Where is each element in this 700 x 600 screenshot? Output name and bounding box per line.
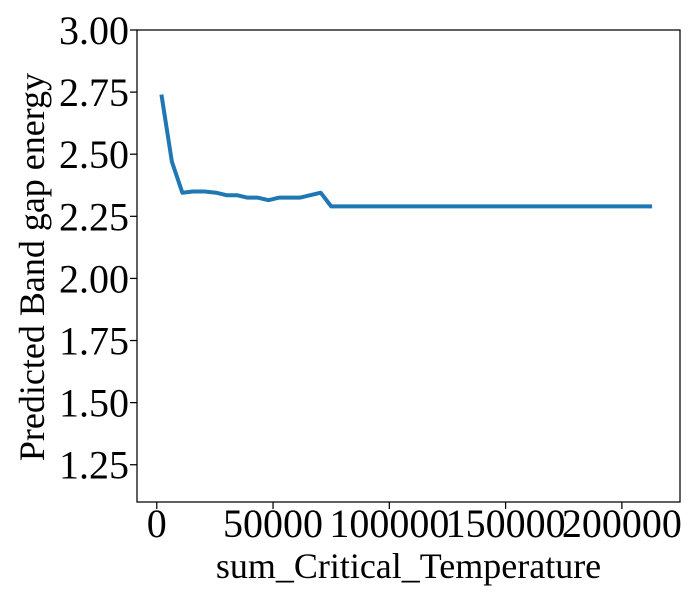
x-tick-label: 150000	[446, 501, 566, 546]
y-tick-label: 3.00	[59, 8, 129, 53]
x-tick-label: 0	[147, 501, 167, 546]
y-tick-label: 2.50	[59, 132, 129, 177]
y-tick-label: 2.25	[59, 194, 129, 239]
y-tick-label: 1.25	[59, 443, 129, 488]
y-tick-label: 1.75	[59, 319, 129, 364]
y-tick-label: 1.50	[59, 381, 129, 426]
x-tick-label: 50000	[223, 501, 323, 546]
y-tick-label: 2.75	[59, 70, 129, 115]
x-tick-label: 100000	[329, 501, 449, 546]
y-axis-ticks: 1.25 1.50 1.75 2.00 2.25 2.50 2.75 3.00	[59, 8, 137, 488]
plot-frame	[136, 29, 681, 503]
x-axis-label: sum_Critical_Temperature	[216, 546, 601, 586]
x-tick-label: 200000	[562, 501, 682, 546]
y-tick-label: 2.00	[59, 256, 129, 301]
series-line-0	[159, 94, 653, 209]
series-layer	[159, 94, 653, 209]
y-axis-label: Predicted Band gap energy	[12, 73, 52, 461]
